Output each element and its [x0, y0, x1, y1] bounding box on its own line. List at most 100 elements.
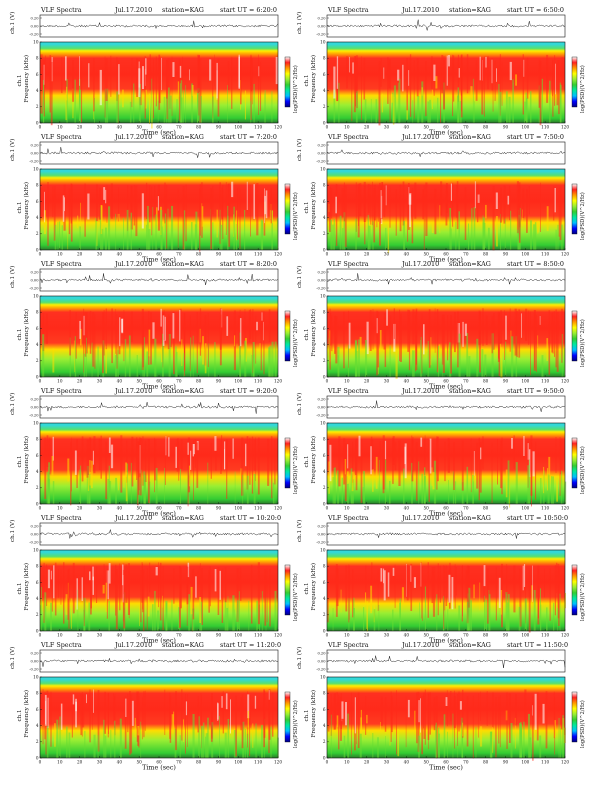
spectral-streak — [69, 337, 71, 377]
spectral-streak — [83, 353, 86, 377]
spectral-streak — [256, 183, 259, 236]
spectral-streak — [359, 336, 362, 352]
spectral-streak — [328, 461, 330, 494]
spectral-streak — [541, 355, 544, 377]
spectral-streak — [165, 96, 168, 123]
spectral-streak — [539, 60, 542, 126]
x-tick-label: 20 — [364, 760, 370, 765]
spectral-streak — [454, 312, 456, 353]
spectral-streak — [515, 462, 518, 504]
spectral-streak — [123, 218, 124, 250]
spectral-streak — [434, 188, 437, 235]
spectral-streak — [532, 451, 535, 477]
spectral-streak — [493, 313, 495, 350]
spectral-streak — [144, 58, 146, 90]
x-tick-label: 30 — [384, 760, 390, 765]
spectral-streak — [155, 567, 158, 576]
spectral-streak — [238, 591, 240, 631]
spectral-streak — [536, 314, 537, 372]
spectral-streak — [527, 465, 530, 504]
waveform-frame — [326, 141, 566, 165]
spectral-streak — [499, 54, 501, 116]
spectral-streak — [503, 185, 506, 224]
y-tick-label: 2 — [36, 739, 39, 744]
spectral-streak — [482, 308, 484, 346]
x-tick-label: 100 — [521, 506, 529, 511]
spectral-streak — [418, 461, 420, 504]
spectral-streak — [138, 61, 140, 88]
spectral-streak — [274, 341, 277, 377]
spectral-streak — [392, 567, 395, 576]
spectral-streak — [54, 723, 56, 747]
spectral-streak — [232, 438, 234, 459]
spectral-streak — [207, 717, 209, 758]
spectrogram-texture — [40, 562, 277, 632]
spectral-streak — [256, 600, 258, 631]
spectral-streak — [479, 442, 482, 493]
spectral-streak — [246, 436, 249, 490]
spectral-streak — [436, 436, 439, 482]
spectral-streak — [79, 320, 81, 339]
spectrogram-texture — [328, 435, 567, 508]
x-tick-label: 20 — [364, 379, 370, 384]
spectral-streak — [276, 218, 279, 250]
spectral-streak — [329, 313, 331, 370]
trace-tick-label: -0.20 — [316, 413, 326, 417]
spectral-streak — [437, 97, 439, 123]
spectral-streak — [406, 564, 409, 601]
spectral-streak — [416, 692, 418, 744]
spectral-streak — [479, 312, 481, 373]
spectral-streak — [513, 435, 515, 469]
spectral-streak — [244, 309, 246, 347]
spectral-streak — [142, 696, 143, 740]
spectral-streak — [40, 54, 43, 114]
x-tick-label: 110 — [541, 760, 549, 765]
spectral-streak — [330, 313, 332, 346]
waveform-trace — [326, 400, 566, 412]
spectral-streak — [93, 689, 94, 713]
spectral-streak — [368, 225, 371, 250]
spectral-streak — [42, 689, 44, 745]
spectral-streak — [554, 565, 556, 616]
x-tick-label: 40 — [117, 379, 123, 384]
spectral-streak — [441, 55, 444, 94]
spectral-streak — [67, 222, 69, 250]
x-tick-label: 60 — [156, 506, 162, 511]
x-axis-label: Time (sec) — [429, 256, 463, 264]
spectral-streak — [505, 315, 507, 340]
spectral-streak — [275, 57, 278, 85]
spectral-streak — [528, 310, 530, 345]
spectral-streak — [71, 694, 73, 738]
spectral-streak — [378, 460, 380, 504]
x-tick-label: 10 — [57, 633, 63, 638]
spectral-streak — [115, 477, 117, 504]
spectral-streak — [183, 353, 185, 377]
spectral-streak — [88, 474, 91, 504]
x-tick-label: 90 — [216, 125, 222, 130]
y-tick-label: 4 — [323, 215, 326, 220]
spectral-streak — [499, 91, 502, 123]
spectral-streak — [216, 209, 218, 238]
spectral-streak — [362, 474, 364, 487]
spectral-streak — [548, 456, 551, 476]
spectral-streak — [499, 695, 501, 748]
spectral-streak — [41, 587, 42, 631]
spectral-streak — [72, 562, 75, 614]
colorbar — [284, 56, 291, 108]
spectral-streak — [153, 59, 154, 119]
spectral-streak — [263, 311, 265, 375]
spectral-streak — [470, 86, 473, 98]
y-tick-label: 6 — [36, 580, 39, 585]
spectral-streak — [252, 309, 254, 374]
spectral-streak — [144, 475, 146, 504]
header-station: station=KAG — [162, 260, 204, 268]
x-tick-label: 50 — [423, 506, 429, 511]
spectral-streak — [396, 690, 397, 755]
spectral-streak — [484, 56, 485, 117]
x-tick-label: 100 — [521, 252, 529, 257]
spectral-streak — [131, 700, 134, 726]
spectral-streak — [420, 340, 422, 377]
spectral-streak — [67, 569, 69, 620]
x-tick-label: 80 — [196, 252, 202, 257]
spectral-streak — [127, 693, 129, 733]
